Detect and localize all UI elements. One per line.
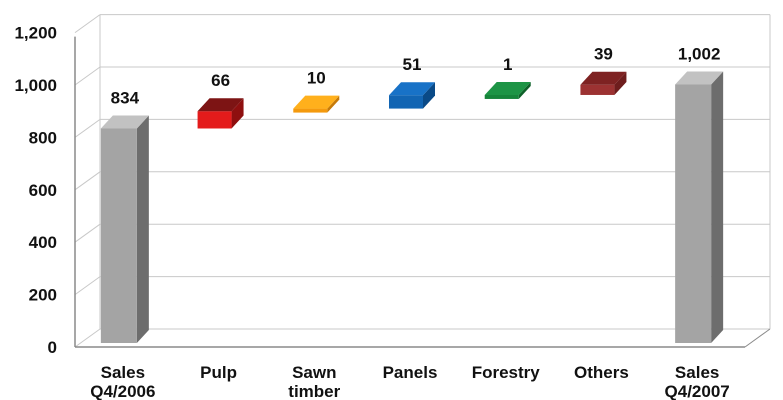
category-label-line: Panels <box>383 363 438 382</box>
category-label-line: Sales <box>101 363 145 382</box>
category-label: Forestry <box>472 363 541 382</box>
bar-front-face <box>675 84 712 343</box>
y-tick-label: 0 <box>48 338 57 357</box>
category-label: Sales Q4/2007 <box>665 363 730 400</box>
bar-top-face <box>675 71 724 85</box>
bar-value-label: 39 <box>594 45 613 64</box>
gridline-diagonal <box>74 118 101 138</box>
category-label-line: Q4/2006 <box>90 382 155 400</box>
bar-sales-q4-2006 <box>100 115 149 343</box>
bar-side-face <box>136 115 149 343</box>
category-label-line: Pulp <box>200 363 237 382</box>
axis-layer <box>74 36 771 348</box>
bar-value-label: 1,002 <box>678 44 721 63</box>
gridline-diagonal <box>74 276 101 296</box>
category-label-line: Sales <box>675 363 719 382</box>
bar-side-face <box>518 81 531 99</box>
bar-side-face <box>327 95 340 113</box>
category-label-line: Q4/2007 <box>665 382 730 400</box>
category-label: Sales Q4/2006 <box>90 363 155 400</box>
y-tick-label: 1,000 <box>14 76 57 95</box>
x-axis-depth <box>744 328 771 348</box>
grid-layer <box>74 14 771 348</box>
y-tick-label: 600 <box>29 181 57 200</box>
bar-top-face <box>580 71 627 85</box>
gridline-diagonal <box>74 328 101 348</box>
bar-top-face <box>293 95 340 109</box>
gridline-diagonal <box>74 223 101 243</box>
gridline-diagonal <box>74 171 101 191</box>
bar-front-face <box>293 108 328 113</box>
bar-layer <box>100 71 724 343</box>
bar-top-face <box>389 82 435 96</box>
bar-value-label: 51 <box>403 55 422 74</box>
bar-front-face <box>580 84 615 95</box>
category-label-line: Forestry <box>472 363 541 382</box>
bar-side-face <box>423 82 435 109</box>
bar-top-face <box>100 115 149 129</box>
bar-sawn-timber <box>293 95 340 113</box>
y-tick-label: 1,200 <box>14 24 57 43</box>
category-label: Others <box>574 363 629 382</box>
gridline-diagonal <box>74 14 101 34</box>
gridline-diagonal <box>74 66 101 86</box>
category-label: Panels <box>383 363 438 382</box>
bar-others <box>580 71 627 95</box>
category-label-line: timber <box>288 382 340 400</box>
bar-panels <box>389 82 435 109</box>
bar-side-face <box>711 71 724 343</box>
bar-front-face <box>197 111 232 129</box>
bar-sales-q4-2007 <box>675 71 724 343</box>
bar-value-label: 66 <box>211 71 230 90</box>
bar-side-face <box>231 98 244 129</box>
bar-forestry <box>484 81 531 99</box>
bar-top-face <box>197 98 244 112</box>
y-tick-label: 200 <box>29 286 57 305</box>
category-label: Sawn timber <box>288 363 340 400</box>
bar-front-face <box>100 128 137 343</box>
bar-value-label: 834 <box>111 88 140 107</box>
bar-front-face <box>389 95 423 109</box>
bar-value-label: 10 <box>307 69 326 88</box>
bar-value-label: 1 <box>503 55 512 74</box>
bar-side-face <box>614 71 627 95</box>
category-label-line: Sawn <box>292 363 336 382</box>
bar-front-face <box>484 94 519 99</box>
bar-pulp <box>197 98 244 129</box>
category-label: Pulp <box>200 363 237 382</box>
y-tick-label: 400 <box>29 233 57 252</box>
bar-top-face <box>484 81 531 95</box>
y-tick-label: 800 <box>29 128 57 147</box>
category-label-line: Others <box>574 363 629 382</box>
